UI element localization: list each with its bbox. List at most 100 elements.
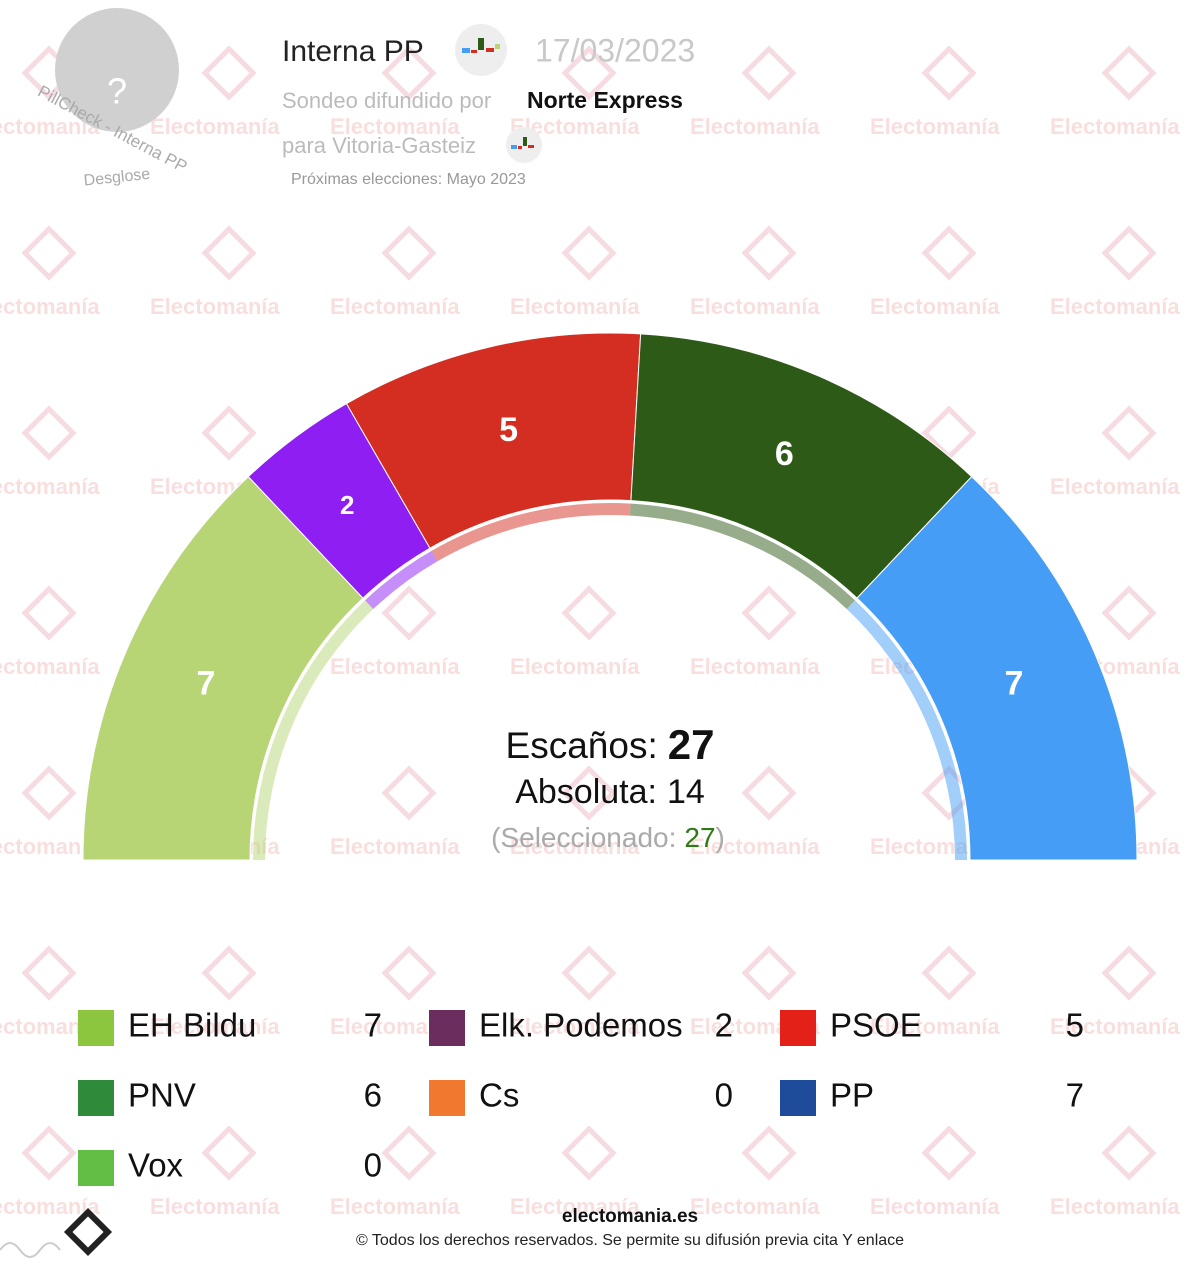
watermark-icon [561, 585, 617, 641]
selected-close: ) [716, 822, 725, 853]
watermark-icon [561, 945, 617, 1001]
watermark-icon [921, 405, 977, 461]
watermark-text: Electomanía [690, 1194, 820, 1219]
poll-date: 17/03/2023 [535, 32, 695, 68]
footer-site: electomania.es [562, 1206, 698, 1227]
watermark-icon [1101, 45, 1157, 101]
watermark: Electomanía [1050, 405, 1180, 499]
seat-ring [630, 503, 855, 610]
flag-bars [462, 38, 500, 53]
watermark: Electomanía [0, 585, 100, 679]
watermark-icon [561, 765, 617, 821]
watermark-icon [201, 225, 257, 281]
watermark: Electomanía [870, 1125, 1000, 1219]
watermark: Electomanía [330, 765, 460, 859]
next-election: Próximas elecciones: Mayo 2023 [291, 171, 526, 188]
watermark: Electomanía [1050, 225, 1180, 319]
watermark-icon [21, 765, 77, 821]
watermark-icon [1101, 405, 1157, 461]
watermark: Electomanía [330, 1125, 460, 1219]
watermark: Electomanía [510, 225, 640, 319]
watermark-text: Electomanía [1050, 114, 1180, 139]
watermark-text: Electomanía [690, 294, 820, 319]
watermark-icon [741, 45, 797, 101]
footer: electomania.es © Todos los derechos rese… [0, 1206, 904, 1258]
watermark: Electomanía [330, 585, 460, 679]
seats-line: Escaños: 27 [506, 721, 715, 768]
watermark-text: Electomanía [870, 1194, 1000, 1219]
watermark-text: Electomanía [0, 294, 100, 319]
watermark: Electomanía [510, 945, 640, 1039]
legend-value: 7 [1066, 1077, 1084, 1114]
watermark-icon [1101, 1125, 1157, 1181]
seat-ring [431, 503, 631, 562]
watermark-icon [561, 225, 617, 281]
watermark-text: Electomanía [690, 114, 820, 139]
watermark-icon [741, 1125, 797, 1181]
watermark-text: Electomanía [150, 294, 280, 319]
legend-name: Elk. Podemos [479, 1007, 683, 1044]
watermark-icon [201, 945, 257, 1001]
watermark-text: Electomanía [330, 654, 460, 679]
watermark-icon [21, 405, 77, 461]
legend-value: 6 [364, 1077, 382, 1114]
watermark-icon [1101, 945, 1157, 1001]
watermark: Electomanía [150, 45, 280, 139]
watermark-icon [21, 945, 77, 1001]
seat-label: 7 [197, 665, 216, 703]
watermark-icon [741, 765, 797, 821]
selected-label: (Seleccionado: [491, 822, 676, 853]
seats-total: 27 [668, 721, 715, 768]
legend-name: Vox [128, 1147, 184, 1184]
watermark: Electomanía [690, 45, 820, 139]
watermark-icon [381, 1125, 437, 1181]
legend-icon [429, 1080, 465, 1116]
watermark: Electomanía [150, 945, 280, 1039]
avatar-sub: Desglose [83, 166, 151, 190]
watermark-icon [381, 765, 437, 821]
watermark-icon [741, 945, 797, 1001]
watermark-text: Electomanía [1050, 474, 1180, 499]
watermark-icon [21, 225, 77, 281]
watermark-text: Electomanía [870, 114, 1000, 139]
seat-ring [253, 600, 374, 860]
legend-value: 7 [364, 1007, 382, 1044]
watermark-icon [921, 1125, 977, 1181]
legend-icon [429, 1010, 465, 1046]
legend-name: Cs [479, 1077, 519, 1114]
watermark-text: Electomanía [1050, 294, 1180, 319]
legend-icon [780, 1010, 816, 1046]
watermark-icon [921, 45, 977, 101]
legend-value: 0 [364, 1147, 382, 1184]
majority: 14 [667, 773, 705, 811]
watermark-text: Electomanía [870, 294, 1000, 319]
watermark-icon [201, 1125, 257, 1181]
watermark-text: Electomanía [510, 654, 640, 679]
seats-label: Escaños: [506, 725, 658, 766]
watermark-text: Electomanía [1050, 1194, 1180, 1219]
watermark: Electomanía [150, 225, 280, 319]
watermark-text: Electomanía [510, 294, 640, 319]
majority-line: Absoluta: 14 [515, 773, 705, 811]
watermark-text: Electomanía [510, 834, 640, 859]
watermark-text: Electomanía [510, 1194, 640, 1219]
watermark-icon [921, 225, 977, 281]
watermark: Electomanía [510, 585, 640, 679]
footer-wave [0, 1242, 61, 1258]
legend-icon [78, 1080, 114, 1116]
watermark-icon [1101, 225, 1157, 281]
watermark-icon [561, 1125, 617, 1181]
footer-copyright: © Todos los derechos reservados. Se perm… [356, 1232, 904, 1249]
parliament-chart: 7 2 5 6 7 [82, 332, 1138, 861]
watermark-icon [1101, 585, 1157, 641]
legend-icon [78, 1150, 114, 1186]
watermark: Electomanía [1050, 945, 1180, 1039]
watermark: Electomanía [330, 225, 460, 319]
watermark-text: Electomanía [150, 1194, 280, 1219]
watermark-text: Electomanía [330, 834, 460, 859]
seat-ring [846, 600, 967, 860]
watermark: Electomanía [870, 45, 1000, 139]
watermark-icon [381, 45, 437, 101]
legend-name: PSOE [830, 1007, 922, 1044]
